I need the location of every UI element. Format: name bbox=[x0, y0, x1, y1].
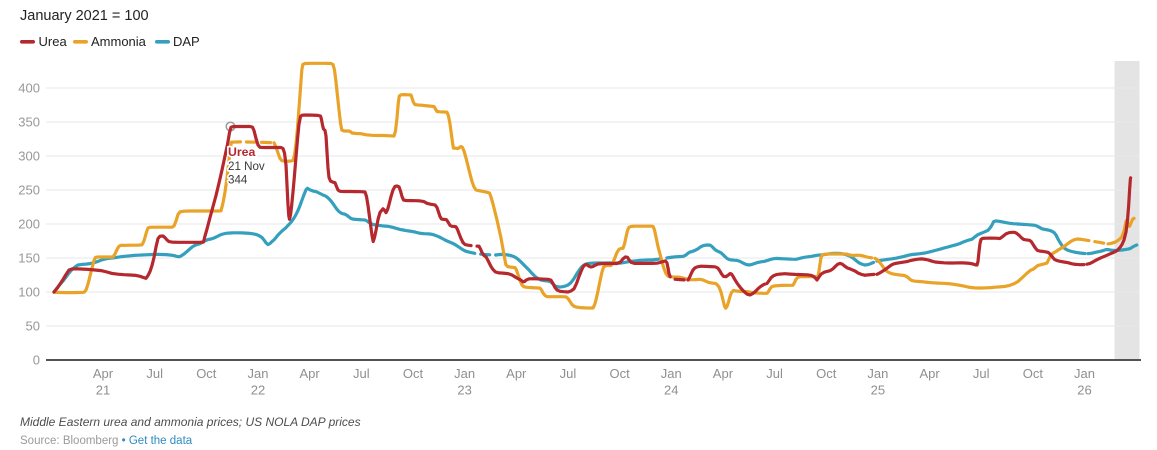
svg-text:Apr: Apr bbox=[93, 366, 114, 381]
svg-text:Apr: Apr bbox=[919, 366, 940, 381]
svg-text:Oct: Oct bbox=[609, 366, 630, 381]
svg-text:26: 26 bbox=[1077, 383, 1091, 398]
svg-text:21 Nov: 21 Nov bbox=[228, 160, 265, 173]
svg-text:400: 400 bbox=[18, 81, 40, 96]
svg-text:0: 0 bbox=[33, 353, 40, 368]
svg-text:Ammonia: Ammonia bbox=[91, 34, 147, 49]
svg-text:Jul: Jul bbox=[146, 366, 163, 381]
svg-text:300: 300 bbox=[18, 149, 40, 164]
svg-text:Oct: Oct bbox=[816, 366, 837, 381]
svg-text:200: 200 bbox=[18, 217, 40, 232]
svg-text:Apr: Apr bbox=[300, 366, 321, 381]
svg-text:344: 344 bbox=[228, 174, 248, 187]
svg-text:25: 25 bbox=[871, 383, 885, 398]
svg-text:Jan: Jan bbox=[454, 366, 475, 381]
svg-text:Apr: Apr bbox=[506, 366, 527, 381]
svg-text:22: 22 bbox=[251, 383, 265, 398]
svg-text:350: 350 bbox=[18, 115, 40, 130]
svg-text:Urea: Urea bbox=[228, 145, 256, 159]
svg-text:Jul: Jul bbox=[766, 366, 783, 381]
svg-text:21: 21 bbox=[96, 383, 110, 398]
svg-text:50: 50 bbox=[26, 319, 40, 334]
svg-text:100: 100 bbox=[18, 285, 40, 300]
svg-text:Jan: Jan bbox=[1074, 366, 1095, 381]
svg-text:Urea: Urea bbox=[39, 34, 68, 49]
svg-text:Jan: Jan bbox=[661, 366, 682, 381]
svg-text:January 2021 = 100: January 2021 = 100 bbox=[20, 8, 149, 24]
svg-text:Jan: Jan bbox=[867, 366, 888, 381]
svg-text:Source: Bloomberg • Get the da: Source: Bloomberg • Get the data bbox=[20, 435, 193, 447]
svg-text:Jul: Jul bbox=[560, 366, 577, 381]
svg-text:Jul: Jul bbox=[353, 366, 370, 381]
svg-text:Oct: Oct bbox=[403, 366, 424, 381]
svg-text:150: 150 bbox=[18, 251, 40, 266]
svg-text:Oct: Oct bbox=[1023, 366, 1044, 381]
svg-text:Oct: Oct bbox=[196, 366, 217, 381]
svg-text:250: 250 bbox=[18, 183, 40, 198]
svg-text:Apr: Apr bbox=[713, 366, 734, 381]
svg-text:Middle Eastern urea and ammoni: Middle Eastern urea and ammonia prices; … bbox=[20, 415, 361, 429]
svg-text:Jul: Jul bbox=[973, 366, 990, 381]
svg-text:24: 24 bbox=[664, 383, 678, 398]
svg-text:23: 23 bbox=[457, 383, 471, 398]
svg-text:DAP: DAP bbox=[173, 34, 200, 49]
svg-text:Jan: Jan bbox=[247, 366, 268, 381]
